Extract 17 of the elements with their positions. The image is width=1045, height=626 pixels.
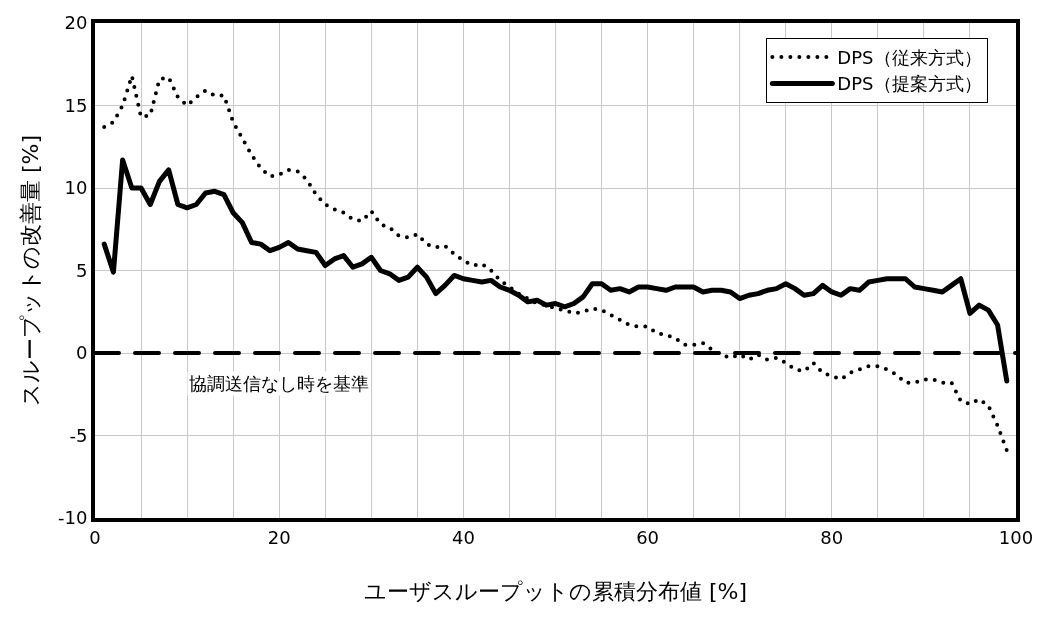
x-tick-label: 80: [820, 526, 844, 548]
legend-label: DPS（従来方式）: [837, 47, 982, 69]
y-tick-label: 5: [75, 259, 88, 281]
y-tick-label: 20: [64, 12, 88, 34]
y-tick-label: 0: [75, 342, 88, 364]
x-tick-label: 100: [998, 526, 1034, 548]
ref-line-label: 協調送信なし時を基準: [189, 373, 369, 394]
x-tick-label: 40: [451, 526, 475, 548]
x-tick-label: 20: [267, 526, 291, 548]
y-tick-label: 10: [64, 177, 88, 199]
y-tick-label: -10: [57, 507, 88, 529]
legend-label: DPS（提案方式）: [837, 73, 982, 95]
x-tick-label: 60: [636, 526, 660, 548]
y-axis-title: スループットの改善量 [%]: [18, 134, 44, 407]
y-tick-label: 15: [64, 94, 88, 116]
x-axis-title: ユーザスループットの累積分布値 [%]: [363, 579, 748, 604]
y-tick-label: -5: [69, 424, 88, 446]
